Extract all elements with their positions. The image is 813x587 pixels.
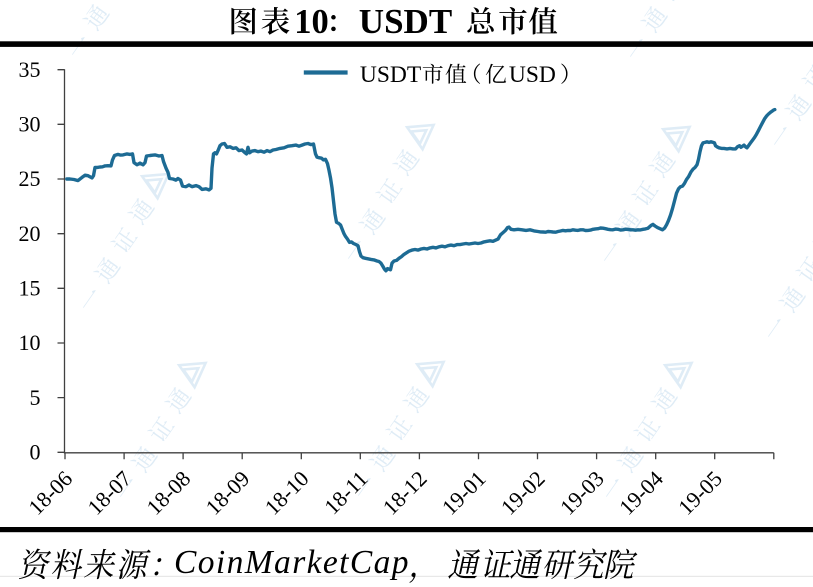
svg-text:30: 30 xyxy=(19,112,41,137)
svg-text:10: 10 xyxy=(19,330,41,355)
svg-text:5: 5 xyxy=(30,385,41,410)
svg-text:35: 35 xyxy=(19,57,41,82)
svg-text:USDT: USDT xyxy=(359,2,452,41)
svg-text:USD: USD xyxy=(509,62,556,88)
svg-text:20: 20 xyxy=(19,221,41,246)
svg-text:25: 25 xyxy=(19,166,41,191)
svg-text:0: 0 xyxy=(30,440,41,465)
svg-text:USDT: USDT xyxy=(360,62,421,88)
svg-text:CoinMarketCap: CoinMarketCap xyxy=(174,544,410,581)
svg-text:10: 10 xyxy=(294,3,329,41)
svg-text:15: 15 xyxy=(19,276,41,301)
